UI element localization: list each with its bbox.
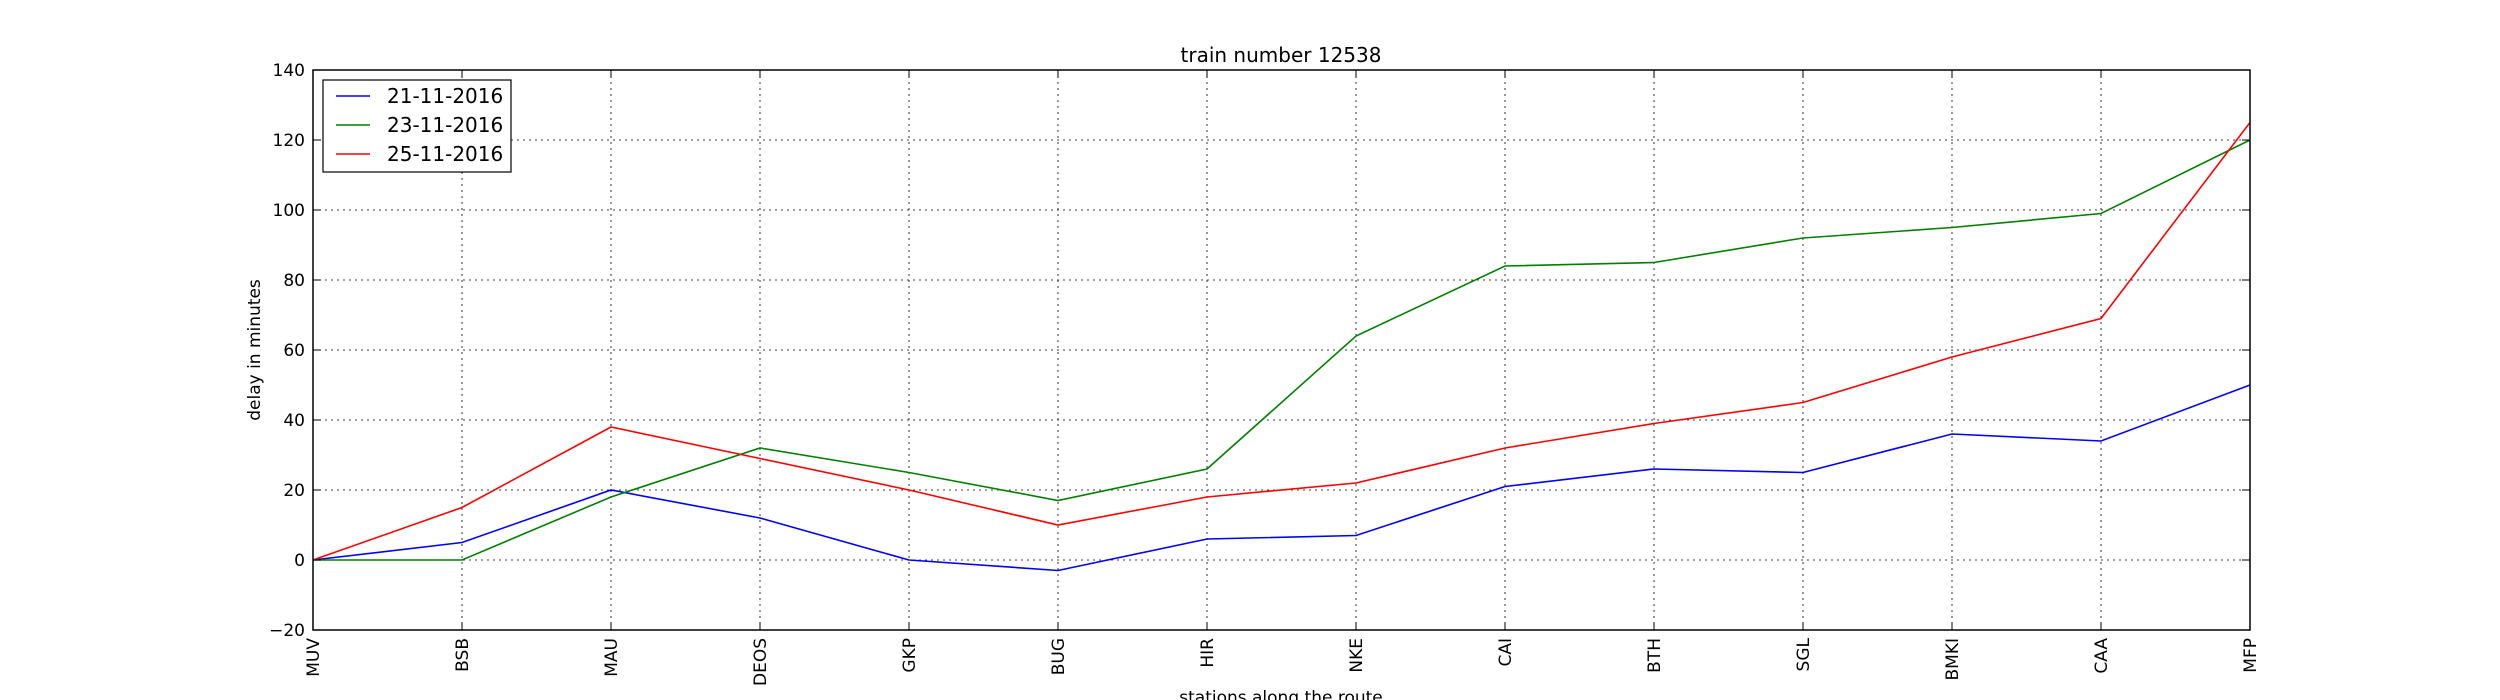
x-tick-label: NKE xyxy=(1347,638,1367,673)
y-tick-label: 80 xyxy=(283,271,305,291)
x-tick-label: CAI xyxy=(1496,638,1516,667)
y-tick-label: 100 xyxy=(273,201,305,221)
axis-ticks: −20 0 20 40 60 80 100 120 140 MUV BSB MAU DEOS GKP BUG… xyxy=(269,61,2261,686)
series-line-25-11-2016 xyxy=(312,122,2251,561)
x-tick-label: BMKI xyxy=(1943,638,1963,681)
series-line-21-11-2016 xyxy=(312,384,2251,572)
x-tick-label: BUG xyxy=(1049,638,1069,675)
y-tick-label: 20 xyxy=(283,481,305,501)
legend-label: 21-11-2016 xyxy=(387,84,503,108)
y-tick-label: 0 xyxy=(294,551,305,571)
x-tick-label: SGL xyxy=(1794,637,1814,671)
x-tick-label: HIR xyxy=(1198,638,1218,668)
y-tick-label: −20 xyxy=(269,621,305,641)
chart-title: train number 12538 xyxy=(1181,43,1382,67)
series-lines xyxy=(312,122,2251,572)
x-tick-label: MAU xyxy=(602,638,622,677)
x-tick-label: MFP xyxy=(2241,638,2261,673)
x-tick-label: CAA xyxy=(2092,638,2112,674)
series-line-23-11-2016 xyxy=(313,139,2251,561)
legend: 21-11-2016 23-11-2016 25-11-2016 xyxy=(322,79,512,173)
legend-label: 23-11-2016 xyxy=(387,113,503,137)
y-tick-label: 60 xyxy=(283,341,305,361)
x-tick-label: MUV xyxy=(304,638,324,677)
x-tick-label: DEOS xyxy=(751,638,771,686)
x-tick-label: BSB xyxy=(453,638,473,672)
y-axis-label: delay in minutes xyxy=(245,279,265,421)
grid xyxy=(312,69,2251,631)
x-tick-label: GKP xyxy=(900,638,920,673)
plot-frame xyxy=(312,69,2251,631)
y-tick-label: 40 xyxy=(283,411,305,431)
legend-label: 25-11-2016 xyxy=(387,142,503,166)
y-tick-label: 140 xyxy=(273,61,305,81)
x-tick-label: BTH xyxy=(1645,638,1665,673)
y-tick-label: 120 xyxy=(273,131,305,151)
x-axis-label: stations along the route xyxy=(1179,688,1383,700)
